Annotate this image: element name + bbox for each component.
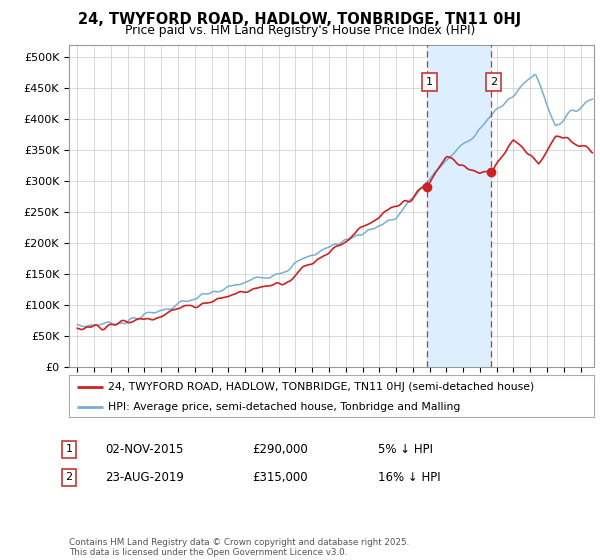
Text: 2: 2 (490, 77, 497, 87)
Text: 24, TWYFORD ROAD, HADLOW, TONBRIDGE, TN11 0HJ (semi-detached house): 24, TWYFORD ROAD, HADLOW, TONBRIDGE, TN1… (109, 382, 535, 392)
Text: £290,000: £290,000 (252, 442, 308, 456)
Text: 02-NOV-2015: 02-NOV-2015 (105, 442, 184, 456)
Bar (427, 45, 491, 367)
Text: 23-AUG-2019: 23-AUG-2019 (105, 470, 184, 484)
Text: 2: 2 (65, 472, 73, 482)
Text: 1: 1 (426, 77, 433, 87)
Text: 5% ↓ HPI: 5% ↓ HPI (378, 442, 433, 456)
Text: Contains HM Land Registry data © Crown copyright and database right 2025.
This d: Contains HM Land Registry data © Crown c… (69, 538, 409, 557)
Text: HPI: Average price, semi-detached house, Tonbridge and Malling: HPI: Average price, semi-detached house,… (109, 402, 461, 412)
Text: 24, TWYFORD ROAD, HADLOW, TONBRIDGE, TN11 0HJ: 24, TWYFORD ROAD, HADLOW, TONBRIDGE, TN1… (79, 12, 521, 27)
Text: 16% ↓ HPI: 16% ↓ HPI (378, 470, 440, 484)
Text: 1: 1 (65, 444, 73, 454)
Text: Price paid vs. HM Land Registry's House Price Index (HPI): Price paid vs. HM Land Registry's House … (125, 24, 475, 36)
Text: £315,000: £315,000 (252, 470, 308, 484)
